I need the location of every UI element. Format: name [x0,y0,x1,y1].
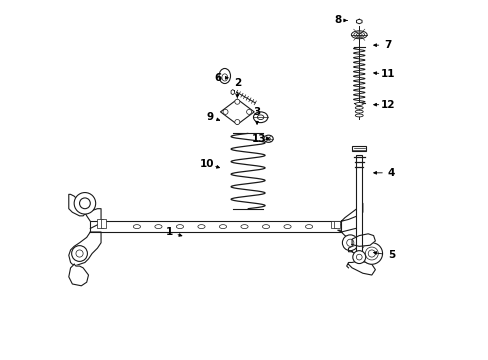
Text: 2: 2 [233,78,241,88]
Polygon shape [220,99,254,125]
Polygon shape [346,261,375,275]
Text: 8: 8 [333,15,341,26]
Circle shape [234,120,239,125]
Circle shape [342,235,357,251]
Text: 7: 7 [384,40,391,50]
Ellipse shape [356,33,362,36]
Bar [351,146,366,151]
Text: 6: 6 [214,73,221,83]
Circle shape [360,243,382,264]
Ellipse shape [284,225,290,229]
Polygon shape [69,264,88,286]
Polygon shape [231,90,234,95]
Circle shape [223,109,227,114]
Text: 11: 11 [380,69,394,79]
Text: 3: 3 [253,107,260,117]
Ellipse shape [198,225,204,229]
Circle shape [246,109,251,114]
Ellipse shape [264,135,273,142]
Ellipse shape [219,68,230,84]
Ellipse shape [355,114,363,117]
Text: 9: 9 [206,112,214,122]
Polygon shape [337,228,359,241]
Ellipse shape [253,112,267,123]
Ellipse shape [355,110,363,113]
Circle shape [352,251,365,264]
Ellipse shape [257,115,264,120]
Circle shape [367,250,375,257]
Polygon shape [356,19,361,24]
Polygon shape [348,244,369,257]
Ellipse shape [351,31,366,39]
Text: 5: 5 [387,250,394,260]
Text: 10: 10 [199,159,214,169]
Text: 13: 13 [251,134,265,144]
Ellipse shape [305,225,312,229]
Bar [355,155,362,255]
Ellipse shape [222,74,227,81]
Bar [97,220,102,228]
Text: 12: 12 [380,100,394,110]
Circle shape [74,193,96,214]
Circle shape [356,254,362,260]
Ellipse shape [266,137,270,140]
Text: 1: 1 [165,227,172,237]
Circle shape [346,239,353,246]
Circle shape [76,250,83,257]
Circle shape [80,198,90,209]
Ellipse shape [262,225,269,229]
Ellipse shape [355,103,363,105]
Circle shape [365,247,378,260]
Bar [333,221,339,228]
Circle shape [72,246,87,261]
Ellipse shape [133,225,140,229]
Bar [330,221,335,228]
Circle shape [234,99,239,104]
Bar [90,221,341,232]
Polygon shape [69,194,101,228]
Ellipse shape [155,225,162,229]
Bar [101,220,106,228]
Ellipse shape [355,106,363,109]
Ellipse shape [176,225,183,229]
Polygon shape [351,234,375,246]
Ellipse shape [219,225,226,229]
Text: 4: 4 [387,168,394,178]
Polygon shape [69,232,101,266]
Polygon shape [337,203,362,225]
Ellipse shape [353,32,364,37]
Ellipse shape [241,225,247,229]
